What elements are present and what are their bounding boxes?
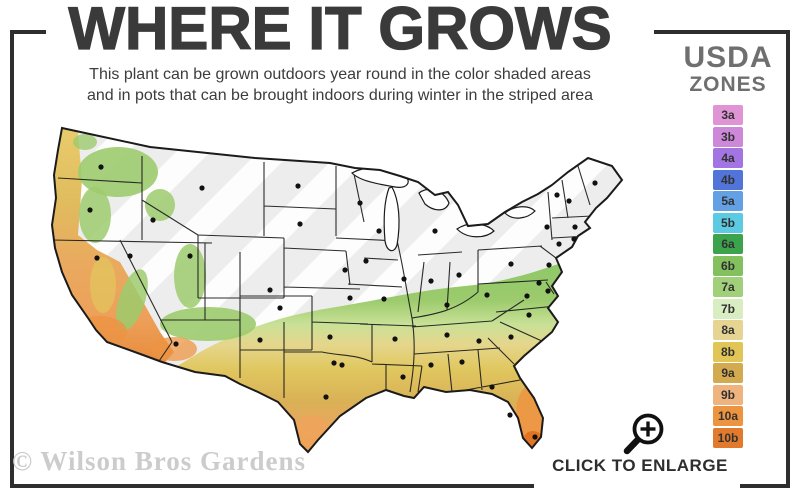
frame-border-top-left [10, 30, 46, 34]
zone-swatch-8a: 8a [713, 320, 743, 340]
page-title: WHERE IT GROWS [68, 0, 613, 62]
zone-swatch-8b: 8b [713, 341, 743, 362]
zone-swatch-7a: 7a [713, 277, 743, 297]
zone-swatch-7b: 7b [713, 298, 743, 319]
zone-list: 3a 3b 4a 4b 5a 5b 6a 6b 7a 7b 8a 8b 9a 9b 10a 10b [668, 105, 788, 448]
zone-swatch-9a: 9a [713, 363, 743, 383]
zone-swatch-5b: 5b [713, 212, 743, 233]
usda-zone-map[interactable] [30, 112, 655, 464]
frame-border-right [786, 30, 790, 488]
zone-swatch-4b: 4b [713, 169, 743, 190]
subtitle-line-2: and in pots that can be brought indoors … [86, 87, 594, 104]
zone-swatch-5a: 5a [713, 191, 743, 211]
page-subtitle: This plant can be grown outdoors year ro… [30, 64, 650, 106]
click-to-enlarge-button[interactable]: CLICK TO ENLARGE [552, 456, 728, 475]
frame-border-bottom-left [10, 484, 534, 488]
watermark: © Wilson Bros Gardens [12, 446, 306, 476]
zone-swatch-10a: 10a [713, 406, 743, 426]
zone-swatch-6b: 6b [713, 255, 743, 276]
legend-title-usda: USDA [683, 41, 773, 74]
frame-border-top-right [654, 30, 790, 34]
zone-swatch-6a: 6a [713, 234, 743, 254]
frame-border-bottom-right [740, 484, 790, 488]
zone-swatch-10b: 10b [713, 427, 743, 448]
state-capital-dots [87, 164, 598, 440]
legend-title-zones: ZONES [689, 73, 767, 96]
state-borders [52, 156, 593, 398]
usda-zones-legend: USDA ZONES 3a 3b 4a 4b 5a 5b 6a 6b 7a 7b 8a 8b 9a 9b 1… [668, 42, 788, 449]
zone-swatch-4a: 4a [713, 148, 743, 168]
zone-swatch-9b: 9b [713, 384, 743, 405]
zone-swatch-3a: 3a [713, 105, 743, 125]
frame-border-left [10, 30, 14, 488]
zone-swatch-3b: 3b [713, 126, 743, 147]
magnifying-glass-plus-icon[interactable] [618, 408, 670, 460]
us-map-outline [50, 126, 624, 454]
subtitle-line-1: This plant can be grown outdoors year ro… [89, 66, 591, 83]
